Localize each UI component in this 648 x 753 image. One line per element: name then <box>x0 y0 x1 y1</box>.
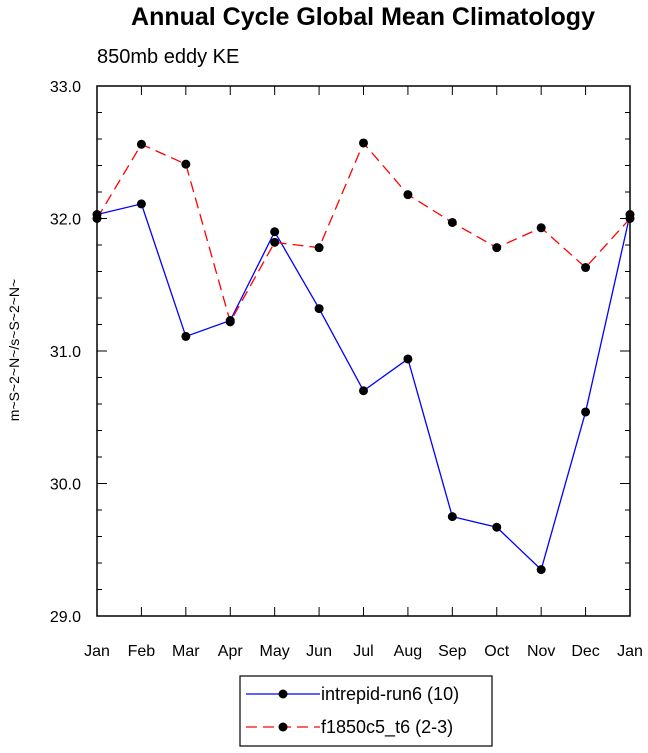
y-tick-label: 31.0 <box>50 344 81 361</box>
x-tick-label: Oct <box>484 643 509 660</box>
plot-frame <box>96 85 631 617</box>
series-line-2 <box>96 141 631 324</box>
y-tick-label: 33.0 <box>50 79 81 96</box>
legend-marker-series-2 <box>278 722 288 732</box>
x-tick-label: May <box>260 643 290 660</box>
data-point-series-1 <box>270 227 280 237</box>
legend-label-series-2: f1850c5_t6 (2-3) <box>321 717 453 738</box>
y-tick-label: 32.0 <box>50 212 81 229</box>
data-point-series-1 <box>536 565 546 575</box>
data-point-series-2 <box>359 138 368 148</box>
x-tick-label: Jan <box>84 643 110 660</box>
data-point-series-1 <box>447 512 457 522</box>
data-point-series-2 <box>403 190 413 200</box>
x-tick-label: Jul <box>353 643 373 660</box>
data-point-series-1 <box>403 354 413 364</box>
chart-subtitle: 850mb eddy KE <box>97 46 239 68</box>
x-tick-label: Dec <box>571 643 599 660</box>
y-axis-label: m~S~2~N~/s~S~2~N~ <box>6 279 22 421</box>
x-tick-label: Aug <box>394 643 422 660</box>
y-tick-label: 29.0 <box>50 609 81 626</box>
legend: intrepid-run6 (10) f1850c5_t6 (2-3) <box>239 675 493 747</box>
x-tick-label: Sep <box>438 643 467 660</box>
x-tick-label: Apr <box>218 643 244 660</box>
data-point-series-2 <box>270 237 280 247</box>
plot-lines <box>92 138 635 575</box>
x-tick-label: Mar <box>172 643 200 660</box>
data-point-series-2 <box>181 159 191 169</box>
data-point-series-1 <box>181 331 191 341</box>
data-point-series-1 <box>136 199 146 209</box>
data-point-series-2 <box>447 217 457 227</box>
data-point-series-2 <box>536 223 546 233</box>
data-point-series-1 <box>492 522 502 532</box>
legend-box <box>239 675 493 747</box>
data-point-series-2 <box>314 243 324 253</box>
data-point-series-1 <box>359 386 368 396</box>
data-point-series-2 <box>492 243 502 253</box>
y-tick-label: 30.0 <box>50 477 81 494</box>
x-tick-label: Jun <box>306 643 332 660</box>
x-tick-label: Jan <box>617 643 643 660</box>
data-point-series-2 <box>136 139 146 149</box>
axis-ticks: Jan Feb Mar Apr May Jun Jul Aug Sep Oct Nov Dec Jan2… <box>50 79 643 660</box>
data-point-series-2 <box>225 317 235 327</box>
chart-title: Annual Cycle Global Mean Climatology <box>131 3 595 31</box>
data-point-series-1 <box>581 407 591 417</box>
legend-label-series-1: intrepid-run6 (10) <box>321 684 459 704</box>
x-tick-label: Nov <box>527 643 555 660</box>
legend-marker-series-1 <box>278 689 288 699</box>
data-point-series-1 <box>314 304 324 314</box>
data-point-series-2 <box>581 263 591 273</box>
x-tick-label: Feb <box>128 643 156 660</box>
